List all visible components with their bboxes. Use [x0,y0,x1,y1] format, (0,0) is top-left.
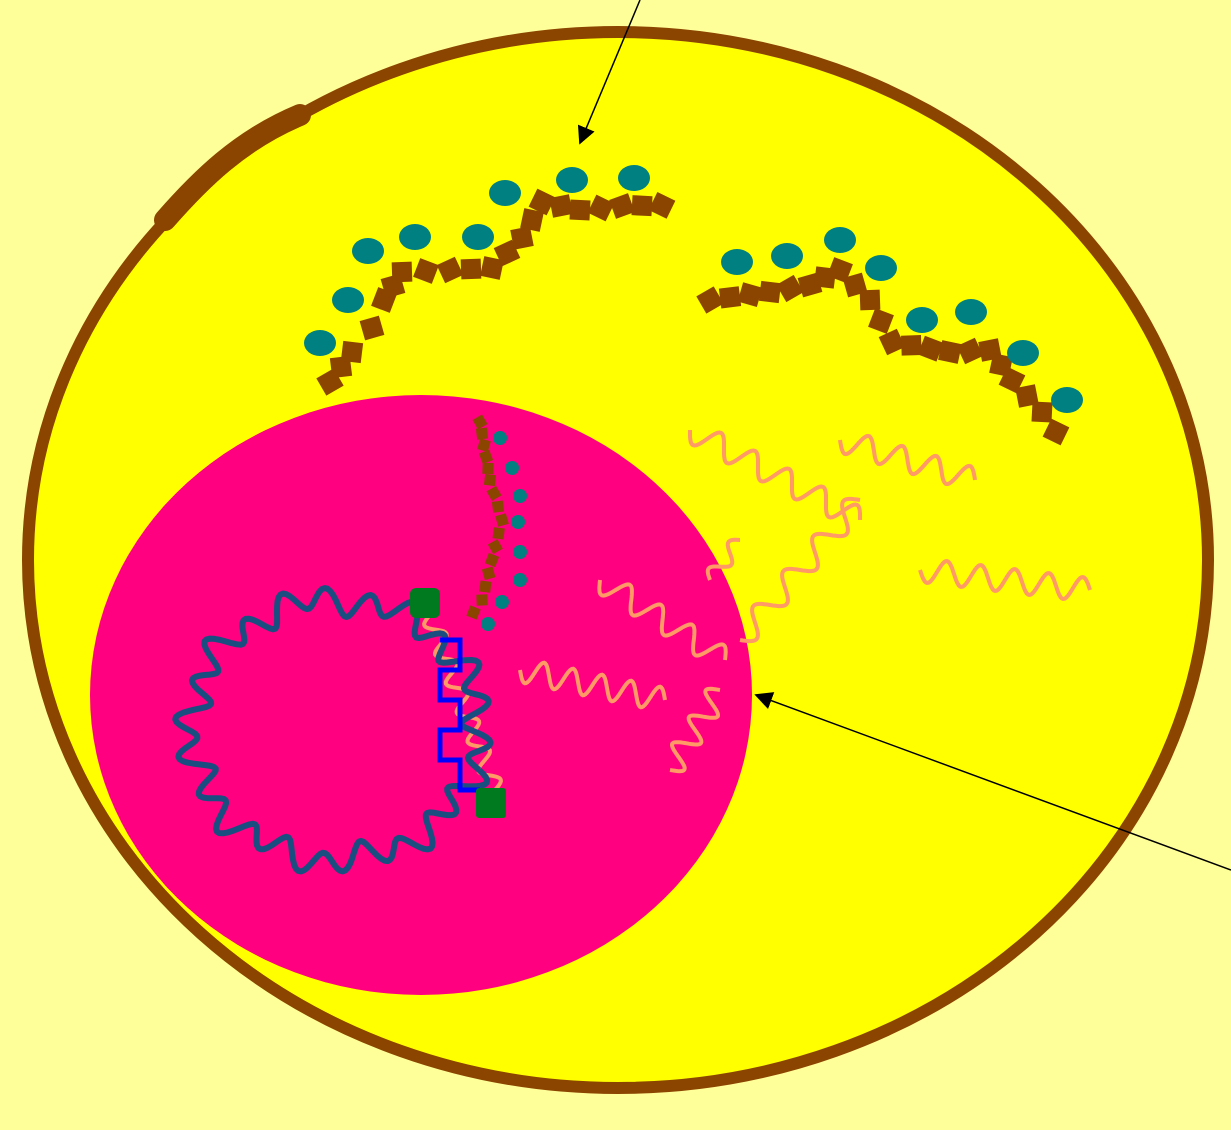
ribosome-subunit [399,224,431,250]
ribosome-subunit [955,299,987,325]
ribosome-bead [859,289,881,311]
ribosome-bead [696,286,724,314]
ribosome-bead [938,340,962,364]
ribosome-subunit [556,167,588,193]
ribosome-subunit [513,489,527,503]
ribosome-bead [482,462,494,475]
ribosome-bead [587,194,615,222]
ribosome-bead [340,340,364,364]
ribosome-bead [487,539,503,555]
mrna-strand [669,686,721,774]
ribosome-bead [495,513,509,527]
ribosome-bead [878,328,906,356]
ribosome-bead [477,438,491,453]
ribosome-bead [480,256,504,280]
ribosome-subunit [505,461,519,475]
ribosome-bead [758,280,782,304]
ribosome-bead [718,286,742,309]
ribosome-bead [917,335,944,362]
ribosome-bead [549,194,573,218]
ribosome-subunit [513,545,527,559]
mrna-strand [918,559,1092,601]
ribosome-bead [413,258,439,284]
mrna-strand [739,496,861,644]
dna-segment [437,637,480,793]
ribosome-bead [510,226,534,250]
polymerase [476,788,506,818]
ribosome-bead [631,195,653,217]
ribosome-subunit [721,249,753,275]
ribosome-bead [475,427,489,440]
ribosome-bead [737,282,763,308]
mrna-strand [688,430,862,520]
ribosome-subunit [462,224,494,250]
ribosome-bead [609,193,635,219]
ribosome-subunit [511,515,525,529]
ribosome-bead [329,355,353,379]
ribosome-subunit [824,227,856,253]
ribosome-bead [1031,401,1053,423]
ribosome-bead [479,580,492,593]
ribosome-subunit [493,431,507,445]
ribosome-subunit [906,307,938,333]
ribosome-bead [998,366,1026,394]
ribosome-bead [472,414,488,430]
ribosome-bead [827,257,853,283]
ribosome-bead [1042,418,1070,446]
ribosome-subunit [618,165,650,191]
ribosome-bead [776,274,804,303]
ribosome-bead [466,605,481,620]
ribosome-bead [391,261,413,283]
mrna-strand [705,537,740,581]
ribosome-bead [481,566,496,581]
ribosome-bead [484,552,500,568]
ribosome-bead [460,258,482,280]
ribosome-subunit [865,255,897,281]
polymerase [410,588,440,618]
ribosome-bead [476,594,488,606]
ribosome-bead [359,315,385,341]
ribosome-subunit [495,595,509,609]
mrna-strand [518,660,667,710]
mrna-strand [838,433,977,487]
ribosome-bead [478,449,494,464]
structures [172,165,1092,875]
pointer-arrow [577,0,641,145]
membrane-thickening [154,104,311,231]
ribosome-subunit [304,330,336,356]
ribosome-bead [648,191,676,219]
ribosome-subunit [481,617,495,631]
ribosome-bead [528,188,556,216]
ribosome-bead [436,256,464,284]
pointer-arrow [754,692,1231,871]
mrna-strand [597,579,728,661]
ribosome-bead [900,334,922,356]
ribosome-bead [569,199,591,221]
ribosome-bead [868,308,894,334]
ribosome-bead [492,527,505,540]
ribosome-subunit [1051,387,1083,413]
ribosome-bead [491,500,505,513]
ribosome-bead [956,337,984,365]
ribosome-bead [486,485,502,501]
ribosome-subunit [489,180,521,206]
ribosome-bead [520,208,544,232]
ribosome-subunit [1007,340,1039,366]
ribosome-subunit [771,243,803,269]
ribosome-subunit [332,287,364,313]
ribosome-bead [483,473,497,487]
ribosome-subunit [352,238,384,264]
ribosome-subunit [513,573,527,587]
